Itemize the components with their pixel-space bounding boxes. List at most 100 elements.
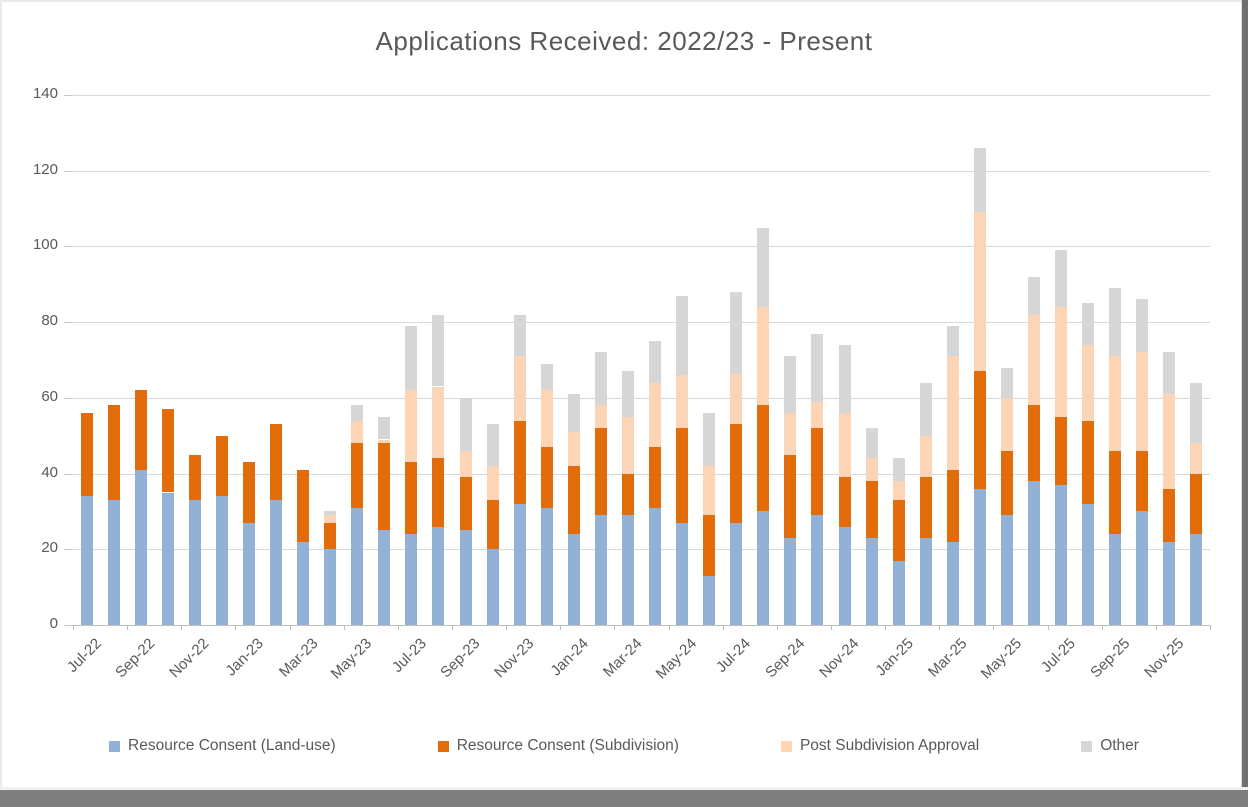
bar-segment: [919, 382, 932, 436]
bar-segment: [676, 295, 689, 376]
bar-segment: [324, 549, 337, 625]
x-axis-label: Sep-24: [762, 635, 809, 682]
bar-segment: [351, 405, 364, 421]
bar-segment: [973, 488, 986, 625]
bar-segment: [432, 458, 445, 527]
bar-segment: [865, 537, 878, 625]
y-axis-label: 80: [41, 312, 58, 330]
x-axis-tick: [506, 625, 508, 630]
bar-segment: [324, 522, 337, 550]
window-bottom-strip: [0, 787, 1248, 790]
x-axis-label: Nov-24: [816, 635, 863, 682]
bar-segment: [297, 541, 310, 625]
bar-segment: [540, 363, 553, 391]
bar-segment: [351, 443, 364, 508]
gridline: [73, 95, 1210, 96]
bar-segment: [513, 314, 526, 357]
legend: Resource Consent (Land-use) Resource Cons…: [0, 737, 1248, 755]
legend-item: Resource Consent (Subdivision): [437, 737, 679, 755]
x-axis-label: Mar-25: [925, 635, 971, 681]
bar-segment: [892, 481, 905, 501]
bar-segment: [1028, 276, 1041, 315]
bar-segment: [324, 515, 337, 523]
bar-segment: [865, 458, 878, 482]
bar-segment: [1190, 382, 1203, 444]
bar-segment: [1028, 405, 1041, 482]
bar-segment: [107, 500, 120, 625]
bar-segment: [1109, 534, 1122, 625]
bar-segment: [80, 496, 93, 625]
x-axis-label: Jul-22: [63, 635, 105, 676]
bar-segment: [838, 526, 851, 625]
bar-segment: [973, 212, 986, 372]
bar-segment: [594, 515, 607, 625]
x-axis-tick: [235, 625, 237, 630]
bar-segment: [649, 507, 662, 625]
legend-item: Resource Consent (Land-use): [109, 737, 336, 755]
bar-segment: [378, 439, 391, 444]
gridline: [73, 322, 1210, 324]
bar-segment: [486, 466, 499, 501]
x-axis-label: Jul-24: [713, 635, 755, 676]
window-border-right: [1241, 0, 1248, 790]
bar-segment: [1136, 352, 1149, 451]
x-axis-tick: [181, 625, 183, 630]
bar-segment: [730, 375, 743, 425]
bar-segment: [351, 420, 364, 444]
bar-segment: [811, 401, 824, 429]
bar-segment: [649, 341, 662, 383]
bar-segment: [784, 413, 797, 455]
bar-segment: [513, 420, 526, 504]
legend-item: Other: [1081, 737, 1139, 755]
bar-segment: [838, 413, 851, 478]
bar-segment: [703, 515, 716, 576]
bar-segment: [1163, 394, 1176, 489]
bar-segment: [703, 466, 716, 516]
bar-segment: [540, 507, 553, 625]
bar-segment: [703, 413, 716, 466]
bar-segment: [838, 477, 851, 527]
x-axis-label: Sep-25: [1087, 635, 1134, 682]
bar-segment: [811, 428, 824, 516]
bar-segment: [621, 473, 634, 516]
bar-segment: [811, 333, 824, 402]
x-axis-tick: [397, 625, 399, 630]
legend-label: Post Subdivision Approval: [799, 737, 980, 754]
y-axis-tick: [64, 170, 73, 172]
y-axis-label: 40: [41, 463, 58, 481]
y-axis-tick: [64, 95, 73, 96]
bar-segment: [1163, 488, 1176, 542]
gridline: [73, 397, 1210, 399]
x-axis-tick: [831, 625, 832, 630]
y-axis-tick: [64, 397, 73, 399]
x-axis-label: Jul-25: [1038, 635, 1080, 676]
bar-segment: [1028, 481, 1041, 625]
bar-segment: [1000, 367, 1013, 398]
bar-segment: [459, 397, 472, 451]
x-axis-label: Mar-24: [600, 635, 646, 681]
bar-segment: [1190, 473, 1203, 535]
x-axis-label: Jul-23: [388, 635, 430, 676]
y-axis-tick: [64, 322, 73, 324]
bar-segment: [865, 481, 878, 538]
y-axis-label: 60: [41, 387, 58, 405]
legend-swatch: [437, 740, 449, 752]
bar-segment: [621, 515, 634, 625]
bar-segment: [757, 227, 770, 307]
bar-segment: [1000, 515, 1013, 625]
bar-segment: [919, 435, 932, 478]
bar-segment: [378, 443, 391, 531]
bar-segment: [757, 511, 770, 625]
legend-label: Other: [1100, 737, 1139, 754]
bar-segment: [946, 469, 959, 542]
x-axis-tick: [776, 625, 778, 630]
bar-segment: [784, 356, 797, 413]
bar-segment: [757, 307, 770, 406]
bar-segment: [567, 394, 580, 432]
y-axis-tick: [64, 473, 73, 475]
bar-segment: [1136, 450, 1149, 512]
bar-segment: [215, 496, 228, 625]
x-axis-tick: [73, 625, 74, 630]
bar-segment: [730, 424, 743, 523]
x-axis-tick: [722, 625, 724, 630]
